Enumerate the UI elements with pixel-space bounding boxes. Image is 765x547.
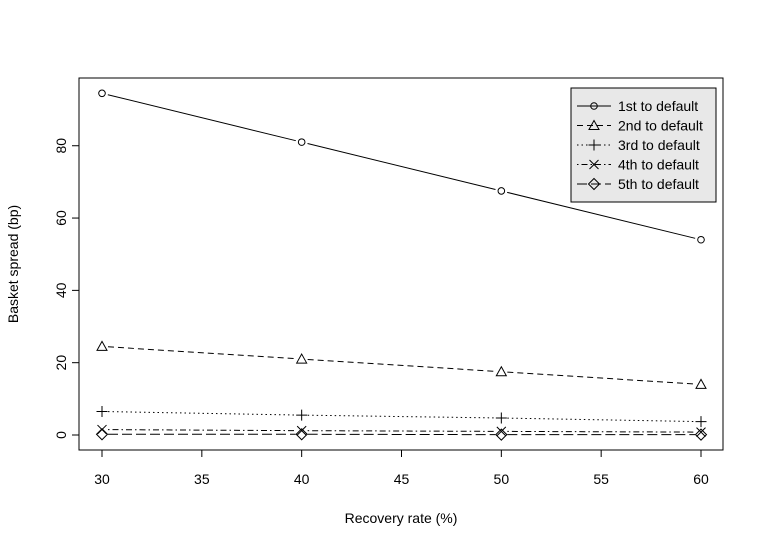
x-tick-label: 60	[693, 471, 709, 487]
legend-item: 3rd to default	[577, 137, 700, 153]
legend-marker	[588, 119, 600, 130]
data-point	[296, 425, 307, 436]
data-point	[96, 340, 108, 351]
legend-marker	[589, 159, 599, 170]
series-line-segment	[307, 430, 496, 432]
series-line-segment	[507, 371, 696, 385]
legend-item: 5th to default	[577, 176, 699, 192]
data-point	[297, 138, 306, 146]
series-3	[96, 405, 707, 428]
y-axis: 0 20 40 60 80	[53, 138, 79, 439]
series-2	[96, 340, 707, 389]
data-point	[696, 427, 706, 437]
legend-label: 3rd to default	[618, 137, 700, 153]
legend-label: 2nd to default	[618, 118, 703, 134]
legend-label: 5th to default	[618, 176, 699, 192]
data-point	[496, 426, 507, 437]
y-tick-label: 60	[53, 210, 69, 226]
data-point	[495, 412, 507, 424]
series-line-segment	[107, 429, 296, 432]
x-tick-label: 50	[494, 471, 510, 487]
data-point	[694, 428, 708, 441]
legend-item: 4th to default	[577, 157, 699, 173]
series-line-segment	[307, 143, 496, 190]
series-1	[98, 89, 705, 244]
legend: 1st to default 2nd to default 3rd to defau…	[570, 87, 717, 203]
series-line-segment	[107, 94, 296, 142]
legend-marker	[590, 102, 598, 110]
data-point	[295, 428, 308, 441]
series-line-segment	[507, 191, 696, 239]
legend-marker	[588, 139, 600, 151]
data-point	[497, 187, 506, 195]
x-tick-label: 40	[294, 471, 310, 487]
y-tick-label: 0	[53, 431, 69, 439]
data-point	[495, 365, 508, 377]
data-point	[96, 405, 108, 417]
series-line-segment	[307, 358, 496, 372]
data-point	[697, 235, 705, 244]
y-axis-title: Basket spread (bp)	[5, 205, 21, 323]
series-line-segment	[107, 346, 296, 360]
series-line-segment	[307, 414, 496, 419]
legend-label: 1st to default	[618, 98, 698, 114]
data-point	[95, 428, 109, 441]
data-point	[295, 353, 308, 364]
data-point	[695, 416, 707, 428]
y-tick-label: 80	[53, 138, 69, 154]
x-tick-label: 45	[394, 471, 410, 487]
data-point	[695, 378, 707, 389]
data-point	[97, 424, 107, 435]
data-point	[495, 428, 508, 441]
legend-marker	[587, 177, 601, 191]
series-5	[95, 428, 708, 441]
series-layer	[95, 89, 708, 441]
series-4	[97, 424, 706, 437]
legend-label: 4th to default	[618, 157, 699, 173]
series-line-segment	[507, 430, 696, 433]
legend-item: 2nd to default	[577, 118, 703, 134]
data-point	[296, 409, 308, 421]
x-tick-label: 35	[194, 471, 210, 487]
x-tick-label: 30	[94, 471, 110, 487]
series-line-segment	[107, 411, 296, 416]
y-tick-label: 20	[53, 355, 69, 371]
y-tick-label: 40	[53, 282, 69, 298]
legend-item: 1st to default	[577, 98, 698, 114]
x-axis: 30 35 40 45 50 55 60	[94, 450, 709, 487]
series-line-segment	[507, 417, 696, 423]
x-axis-title: Recovery rate (%)	[345, 510, 458, 526]
x-tick-label: 55	[593, 471, 609, 487]
data-point	[98, 89, 106, 98]
